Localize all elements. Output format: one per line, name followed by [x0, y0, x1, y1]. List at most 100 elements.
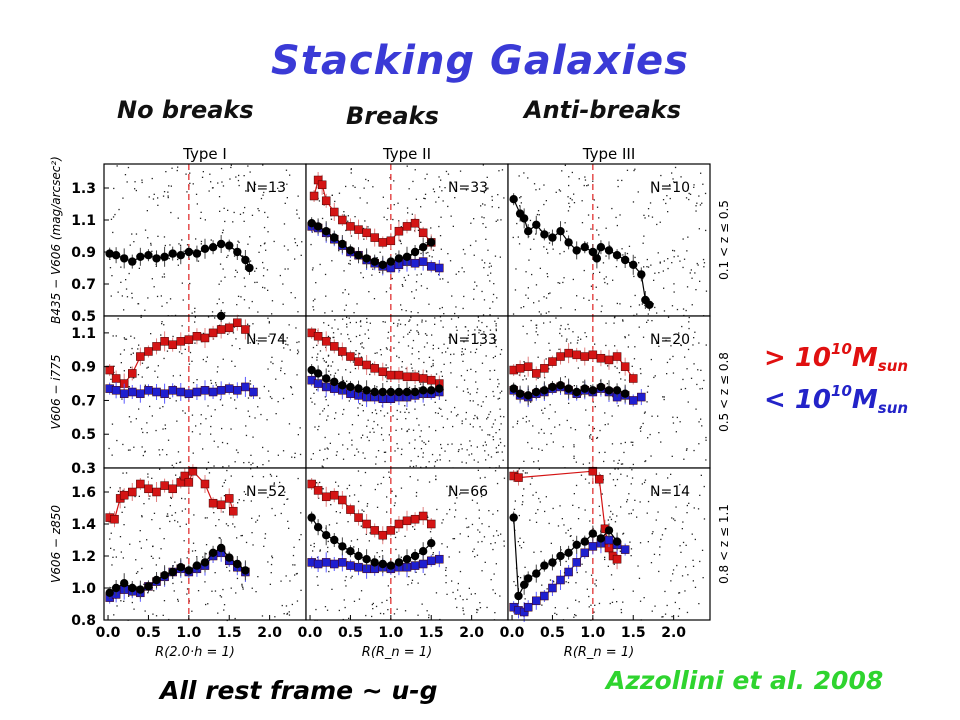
scatter-dot	[552, 248, 554, 250]
data-point	[620, 389, 630, 398]
scatter-dot	[330, 365, 332, 367]
scatter-dot	[191, 610, 193, 612]
scatter-dot	[279, 274, 281, 277]
scatter-dot	[387, 337, 389, 339]
scatter-dot	[451, 488, 453, 491]
scatter-dot	[443, 313, 445, 315]
scatter-dot	[256, 339, 258, 342]
scatter-dot	[596, 437, 598, 439]
scatter-dot	[172, 582, 174, 585]
scatter-dot	[630, 483, 632, 485]
x-tick-label: 1.5	[621, 625, 646, 641]
data-point	[370, 233, 379, 242]
data-point	[410, 514, 420, 524]
scatter-dot	[353, 312, 355, 314]
scatter-dot	[226, 256, 228, 258]
scatter-dot	[666, 361, 669, 364]
data-point	[208, 328, 218, 338]
scatter-dot	[404, 279, 407, 281]
scatter-dot	[119, 487, 121, 489]
scatter-dot	[559, 253, 561, 255]
scatter-dot	[300, 534, 302, 536]
scatter-dot	[422, 452, 424, 454]
scatter-dot	[331, 194, 333, 196]
scatter-dot	[415, 281, 418, 283]
scatter-dot	[222, 466, 224, 468]
scatter-dot	[705, 439, 707, 441]
scatter-dot	[692, 344, 694, 346]
scatter-dot	[168, 185, 170, 187]
scatter-dot	[400, 304, 402, 306]
data-point	[216, 543, 226, 553]
scatter-dot	[194, 307, 196, 309]
scatter-dot	[457, 582, 459, 585]
scatter-dot	[139, 530, 141, 532]
data-point	[144, 582, 153, 591]
scatter-dot	[485, 444, 487, 446]
scatter-dot	[521, 503, 523, 506]
scatter-dot	[285, 575, 287, 577]
scatter-dot	[613, 322, 615, 324]
data-point	[313, 486, 323, 495]
data-point	[354, 384, 363, 393]
scatter-dot	[128, 416, 131, 418]
scatter-dot	[295, 573, 298, 575]
scatter-dot	[616, 367, 618, 369]
y-tick-label: 0.9	[71, 245, 96, 261]
scatter-dot	[110, 218, 113, 220]
scatter-dot	[543, 184, 545, 186]
data-point	[418, 547, 428, 556]
scatter-dot	[654, 375, 656, 377]
scatter-dot	[566, 419, 568, 422]
scatter-dot	[279, 337, 281, 339]
scatter-dot	[119, 536, 122, 538]
data-point	[556, 575, 565, 585]
scatter-dot	[262, 464, 264, 466]
scatter-dot	[285, 340, 287, 342]
scatter-dot	[449, 362, 452, 364]
scatter-dot	[558, 424, 561, 426]
scatter-dot	[375, 456, 377, 458]
data-point	[394, 254, 404, 263]
scatter-dot	[169, 505, 171, 507]
scatter-dot	[318, 425, 320, 428]
scatter-dot	[229, 178, 231, 180]
scatter-dot	[479, 602, 481, 604]
data-point	[354, 251, 363, 260]
scatter-dot	[499, 415, 502, 418]
scatter-dot	[621, 248, 623, 250]
scatter-dot	[694, 586, 697, 588]
scatter-dot	[486, 418, 488, 420]
scatter-dot	[121, 511, 123, 513]
scatter-dot	[292, 554, 295, 557]
data-point	[378, 260, 387, 269]
data-point	[410, 387, 420, 397]
scatter-dot	[205, 418, 207, 420]
scatter-dot	[703, 485, 705, 488]
scatter-dot	[233, 255, 236, 257]
scatter-dot	[567, 210, 570, 212]
scatter-dot	[195, 425, 197, 427]
scatter-dot	[109, 538, 111, 540]
scatter-dot	[494, 612, 496, 614]
data-point	[556, 352, 565, 361]
scatter-dot	[466, 598, 468, 600]
scatter-dot	[476, 416, 478, 418]
scatter-dot	[257, 311, 259, 313]
data-point	[540, 561, 549, 570]
scatter-dot	[470, 222, 472, 224]
series-black	[307, 511, 436, 573]
scatter-dot	[230, 166, 232, 169]
scatter-dot	[491, 206, 493, 208]
scatter-dot	[611, 601, 614, 603]
scatter-dot	[658, 432, 660, 434]
scatter-dot	[254, 281, 256, 284]
scatter-dot	[398, 319, 400, 321]
scatter-dot	[484, 561, 486, 563]
data-point	[588, 466, 598, 476]
scatter-dot	[466, 449, 468, 451]
scatter-dot	[161, 449, 164, 451]
scatter-dot	[230, 475, 232, 477]
scatter-dot	[672, 178, 674, 180]
scatter-dot	[219, 595, 221, 597]
